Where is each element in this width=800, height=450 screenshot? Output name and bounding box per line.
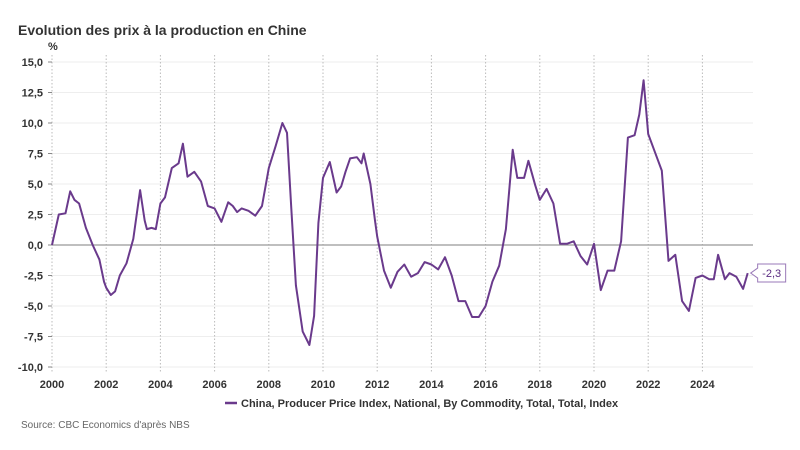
- legend-label: China, Producer Price Index, National, B…: [241, 398, 619, 410]
- y-tick-label: -2,5: [24, 271, 43, 283]
- legend[interactable]: China, Producer Price Index, National, B…: [225, 398, 619, 410]
- x-tick-label: 2010: [311, 379, 335, 391]
- x-tick-label: 2018: [528, 379, 552, 391]
- x-tick-label: 2006: [202, 379, 226, 391]
- y-tick-label: -10,0: [18, 362, 43, 374]
- callout-box: [749, 263, 787, 283]
- x-tick-label: 2020: [582, 379, 606, 391]
- callout-value: -2,3: [762, 268, 781, 280]
- y-tick-label: 2,5: [28, 210, 43, 222]
- x-tick-label: 2000: [40, 379, 64, 391]
- x-tick-label: 2008: [257, 379, 281, 391]
- source-note: Source: CBC Economics d'après NBS: [21, 420, 190, 431]
- x-tick-label: 2014: [419, 379, 444, 391]
- y-tick-label: 10,0: [22, 118, 43, 130]
- grid-layer: [51, 55, 753, 372]
- y-tick-label: 0,0: [28, 240, 43, 252]
- x-tick-label: 2022: [636, 379, 660, 391]
- last-value-callout: -2,3: [749, 263, 787, 283]
- x-tick-label: 2002: [94, 379, 118, 391]
- y-tick-label: -7,5: [24, 332, 43, 344]
- axis-layer: 15,0 12,5 10,0 7,5 5,0 2,5 0,0 -2,5 -5,0 -7,5 -10,…: [18, 57, 716, 391]
- chart-title: Evolution des prix à la production en Ch…: [18, 22, 307, 38]
- x-tick-label: 2016: [473, 379, 497, 391]
- x-tick-label: 2024: [690, 379, 715, 391]
- y-tick-label: 15,0: [22, 57, 43, 69]
- series-line-ppi: [51, 79, 749, 346]
- y-tick-label: 7,5: [28, 149, 43, 161]
- series-layer: [51, 79, 749, 346]
- y-tick-label: -5,0: [24, 301, 43, 313]
- y-tick-label: 12,5: [22, 88, 43, 100]
- y-axis-unit-label: %: [48, 41, 58, 53]
- x-tick-label: 2004: [148, 379, 173, 391]
- x-tick-label: 2012: [365, 379, 389, 391]
- y-tick-label: 5,0: [28, 179, 43, 191]
